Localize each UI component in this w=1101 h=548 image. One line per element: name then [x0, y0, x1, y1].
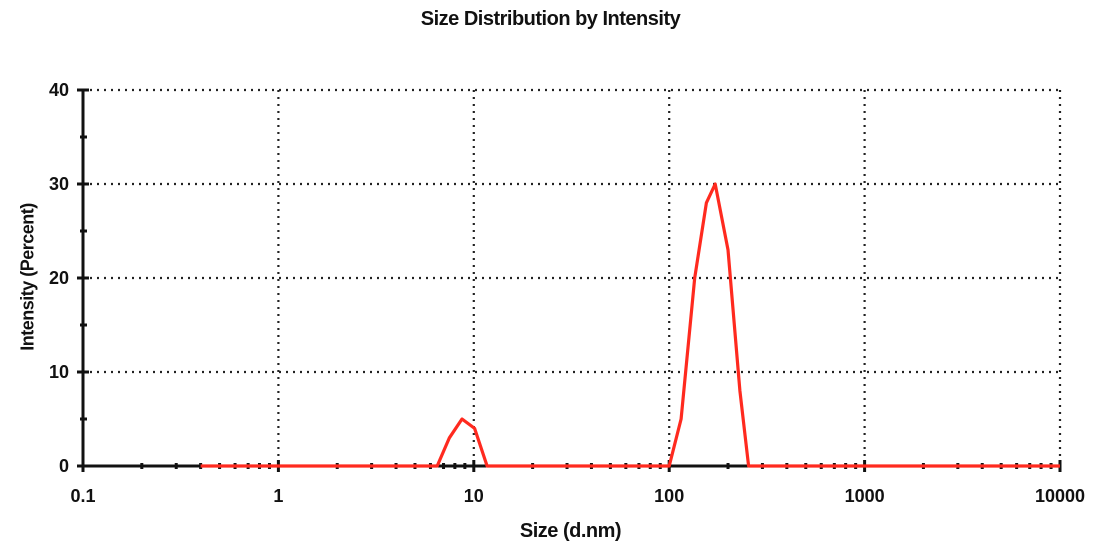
- x-tick-label: 1000: [845, 486, 885, 506]
- y-tick-label: 40: [49, 80, 69, 100]
- x-tick-label: 10000: [1035, 486, 1085, 506]
- chart-title: Size Distribution by Intensity: [420, 8, 681, 30]
- x-tick-label: 0.1: [70, 486, 95, 506]
- axes: [77, 88, 1062, 472]
- tick-labels: 0 10 20 30 40 0.1 1 10 100 1000 10000: [49, 80, 1085, 506]
- x-tick-label: 100: [654, 486, 684, 506]
- series-line: [200, 182, 1060, 468]
- grid: [83, 88, 1062, 466]
- y-tick-label: 20: [49, 268, 69, 288]
- x-tick-label: 1: [273, 486, 283, 506]
- x-axis-label: Size (d.nm): [519, 520, 622, 542]
- y-tick-label: 0: [59, 456, 69, 476]
- x-tick-label: 10: [464, 486, 484, 506]
- series-layer: [200, 182, 1060, 468]
- y-tick-label: 30: [49, 174, 69, 194]
- y-tick-label: 10: [49, 362, 69, 382]
